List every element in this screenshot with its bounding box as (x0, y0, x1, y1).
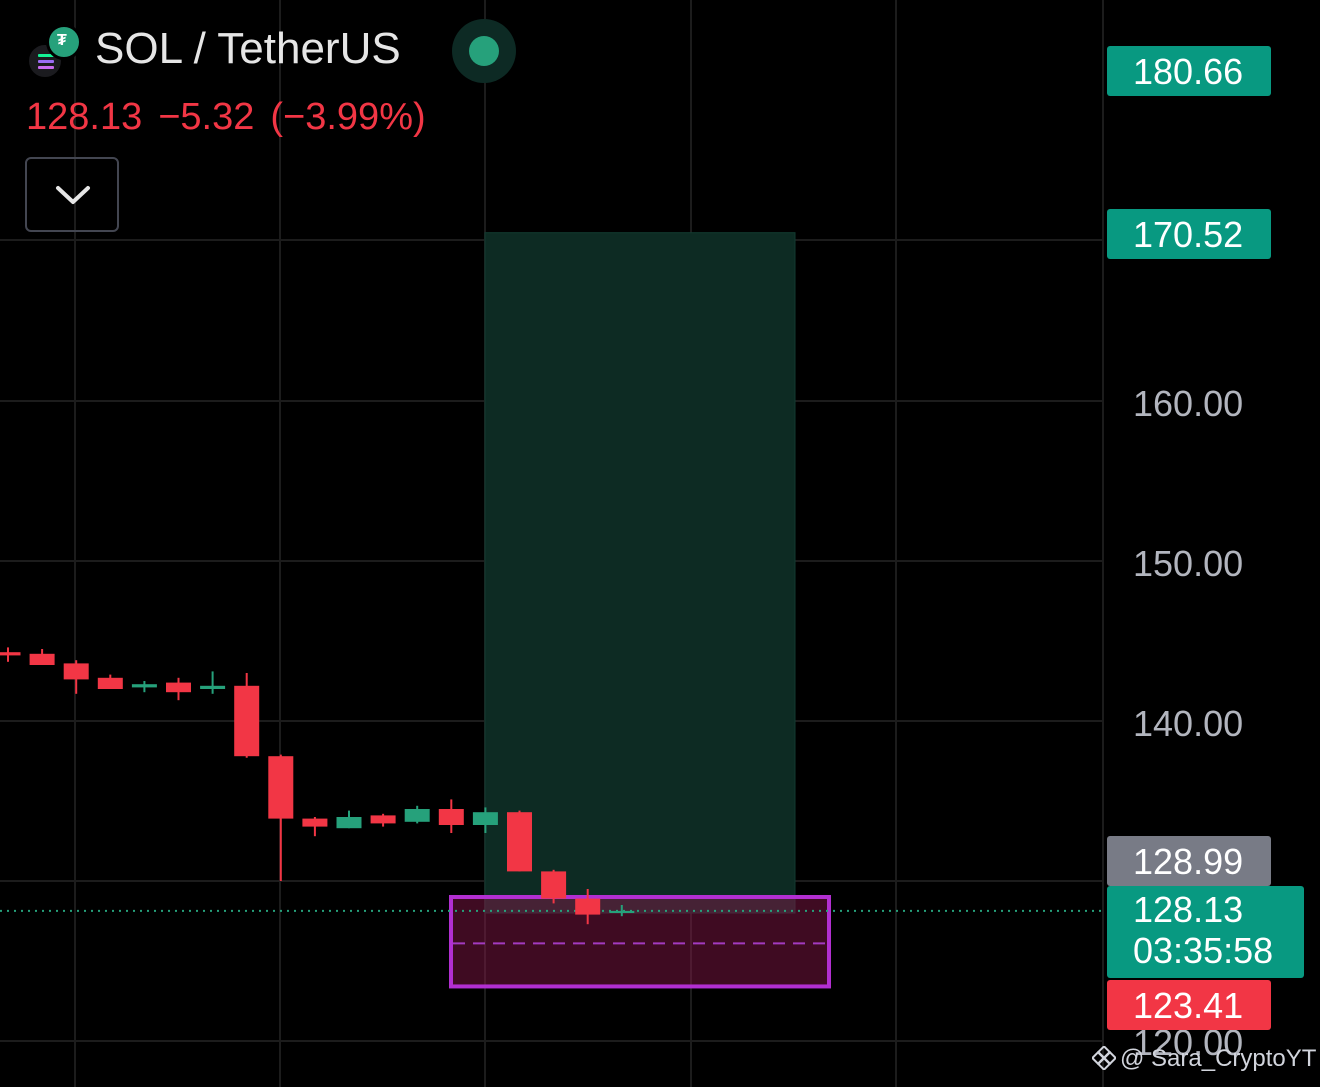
current-price: 128.13 (1133, 889, 1244, 930)
market-status-icon (452, 19, 516, 83)
candle-body (200, 685, 226, 689)
axis-label: 160.00 (1133, 383, 1244, 424)
candle-body (575, 898, 601, 915)
candle-body (370, 815, 396, 824)
watermark: @ Sara_CryptoYT (1090, 1044, 1317, 1073)
price-change: −5.32 (158, 96, 255, 138)
tether-icon: ₮ (46, 24, 82, 60)
price-change-percent: (−3.99%) (270, 96, 426, 138)
candle-body (234, 685, 260, 757)
last-price: 128.13 (26, 96, 143, 138)
target-zone (484, 232, 796, 914)
candle-body (268, 756, 294, 819)
candle-body (97, 677, 123, 689)
candles (0, 647, 635, 925)
bar-countdown: 03:35:58 (1133, 930, 1274, 971)
candle-body (166, 682, 191, 693)
pair-icons: ₮ (26, 24, 86, 80)
current-price-tag: 128.13 03:35:58 (1107, 886, 1304, 978)
candle-body (541, 871, 567, 899)
binance-icon (1090, 1044, 1118, 1072)
candle-body (63, 663, 89, 680)
candle-body (404, 809, 430, 822)
candle-body (472, 812, 498, 825)
stop-price-tag: 123.41 (1107, 980, 1271, 1030)
entry-zone[interactable] (449, 895, 831, 989)
axis-label: 150.00 (1133, 543, 1244, 584)
candle-body (507, 812, 532, 872)
collapse-button[interactable] (25, 157, 119, 232)
candle-body (131, 684, 157, 688)
watermark-text: @ Sara_CryptoYT (1120, 1045, 1317, 1072)
chevron-down-icon (56, 186, 90, 204)
axis-label: 140.00 (1133, 703, 1244, 744)
price-quote: 128.13 −5.32 (−3.99%) (26, 96, 442, 139)
high-price-tag: 128.99 (1107, 836, 1271, 886)
candle-body (609, 910, 635, 913)
candle-body (438, 809, 464, 825)
candle-body (302, 818, 328, 827)
candle-body (29, 653, 55, 665)
target-1-price-tag: 170.52 (1107, 209, 1271, 259)
symbol-title[interactable]: SOL / TetherUS (95, 24, 401, 73)
target-2-price-tag: 180.66 (1107, 46, 1271, 96)
candle-body (0, 652, 21, 656)
candle-body (336, 817, 362, 829)
